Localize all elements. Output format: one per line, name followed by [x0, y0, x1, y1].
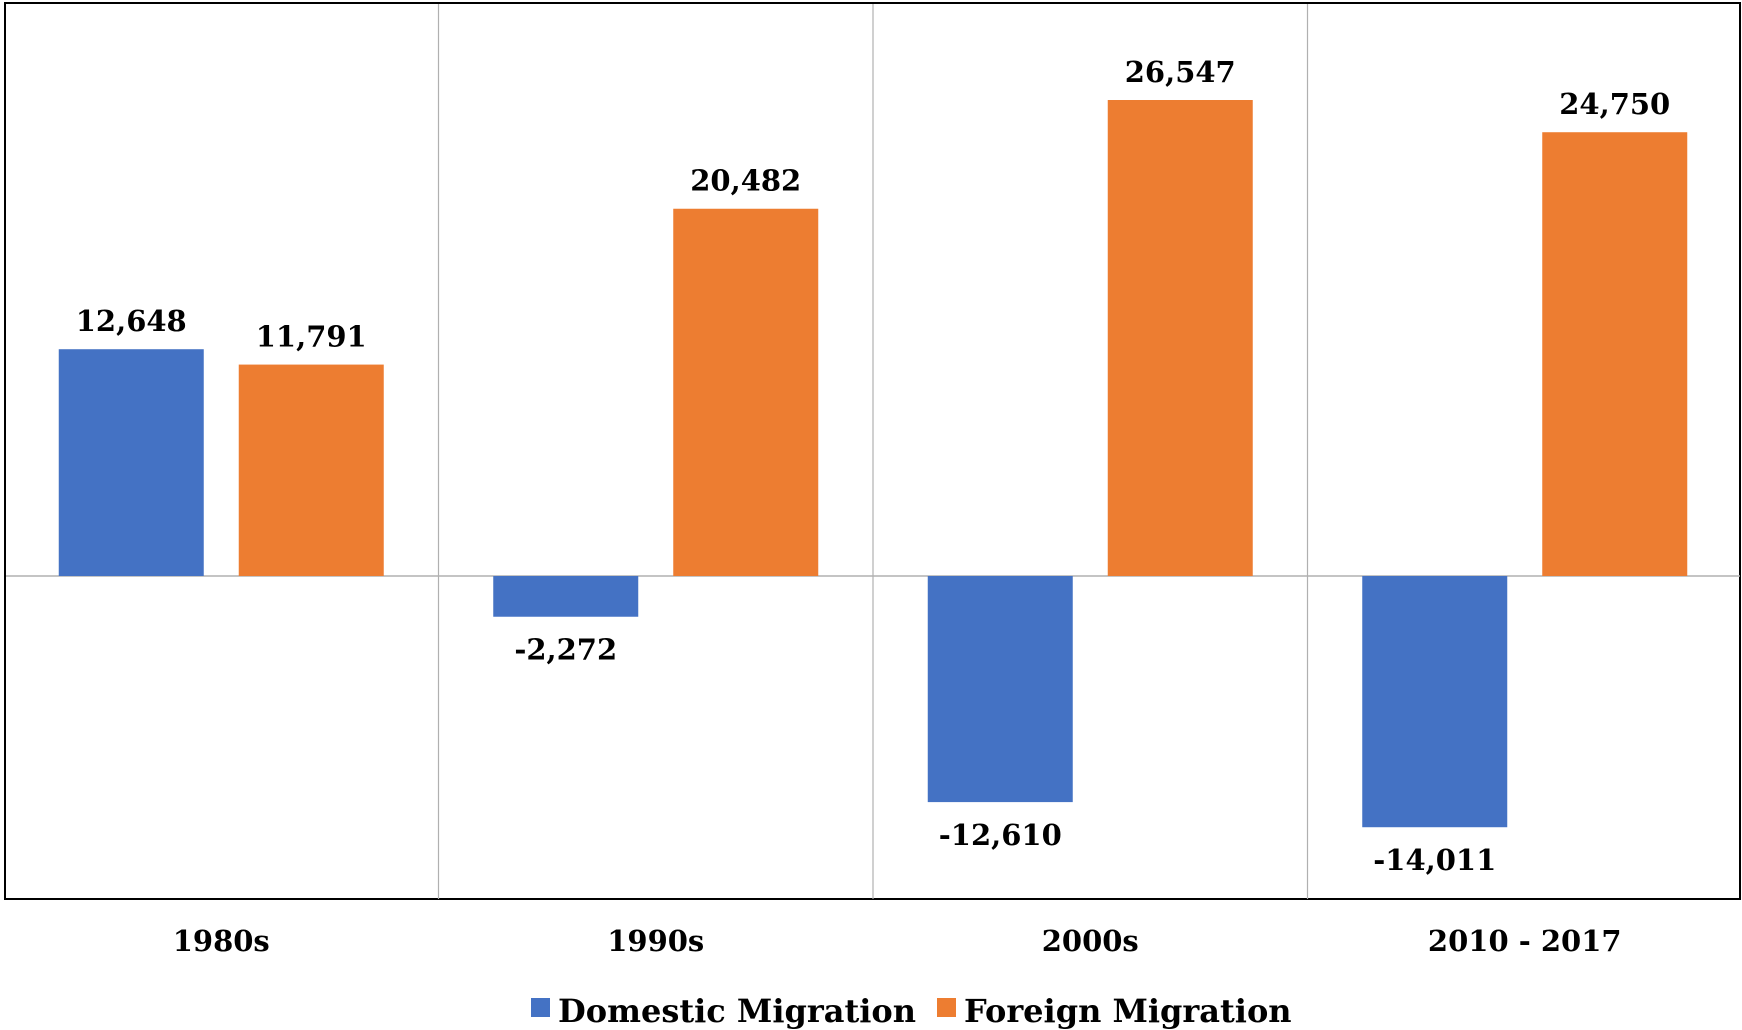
data-label: 26,547 — [1125, 55, 1236, 89]
data-label: -14,011 — [1373, 843, 1496, 877]
legend-label-foreign-migration: Foreign Migration — [964, 992, 1292, 1030]
x-tick-label: 2000s — [1042, 924, 1139, 958]
data-label: 11,791 — [256, 320, 367, 354]
data-label: 24,750 — [1559, 87, 1670, 121]
bar-foreign-migration-2000s — [1107, 100, 1253, 576]
data-label: 20,482 — [690, 164, 801, 198]
legend-swatch-domestic-migration — [531, 998, 550, 1017]
data-labels-group: 12,648 -2,272 -12,610 -14,011 11,791 20,482 26… — [76, 55, 1671, 877]
bar-domestic-migration-2000s — [927, 576, 1073, 803]
bar-foreign-migration-1990s — [673, 208, 819, 576]
x-tick-label: 1980s — [173, 924, 270, 958]
data-label: 12,648 — [76, 304, 187, 338]
bar-foreign-migration-1980s — [238, 364, 384, 576]
legend-label-domestic-migration: Domestic Migration — [558, 992, 916, 1030]
bar-domestic-migration-2010-2017 — [1362, 576, 1508, 828]
x-tick-label: 1990s — [607, 924, 704, 958]
legend-swatch-foreign-migration — [937, 998, 956, 1017]
category-labels-group: 1980s 1990s 2000s 2010 - 2017 — [173, 924, 1622, 958]
x-tick-label: 2010 - 2017 — [1428, 924, 1622, 958]
data-label: -2,272 — [514, 633, 617, 667]
bar-domestic-migration-1990s — [493, 576, 639, 617]
bars-group — [58, 100, 1688, 828]
bar-domestic-migration-1980s — [58, 349, 204, 576]
bar-foreign-migration-2010-2017 — [1542, 132, 1688, 576]
data-label: -12,610 — [939, 818, 1062, 852]
legend: Domestic Migration Foreign Migration — [531, 992, 1292, 1030]
